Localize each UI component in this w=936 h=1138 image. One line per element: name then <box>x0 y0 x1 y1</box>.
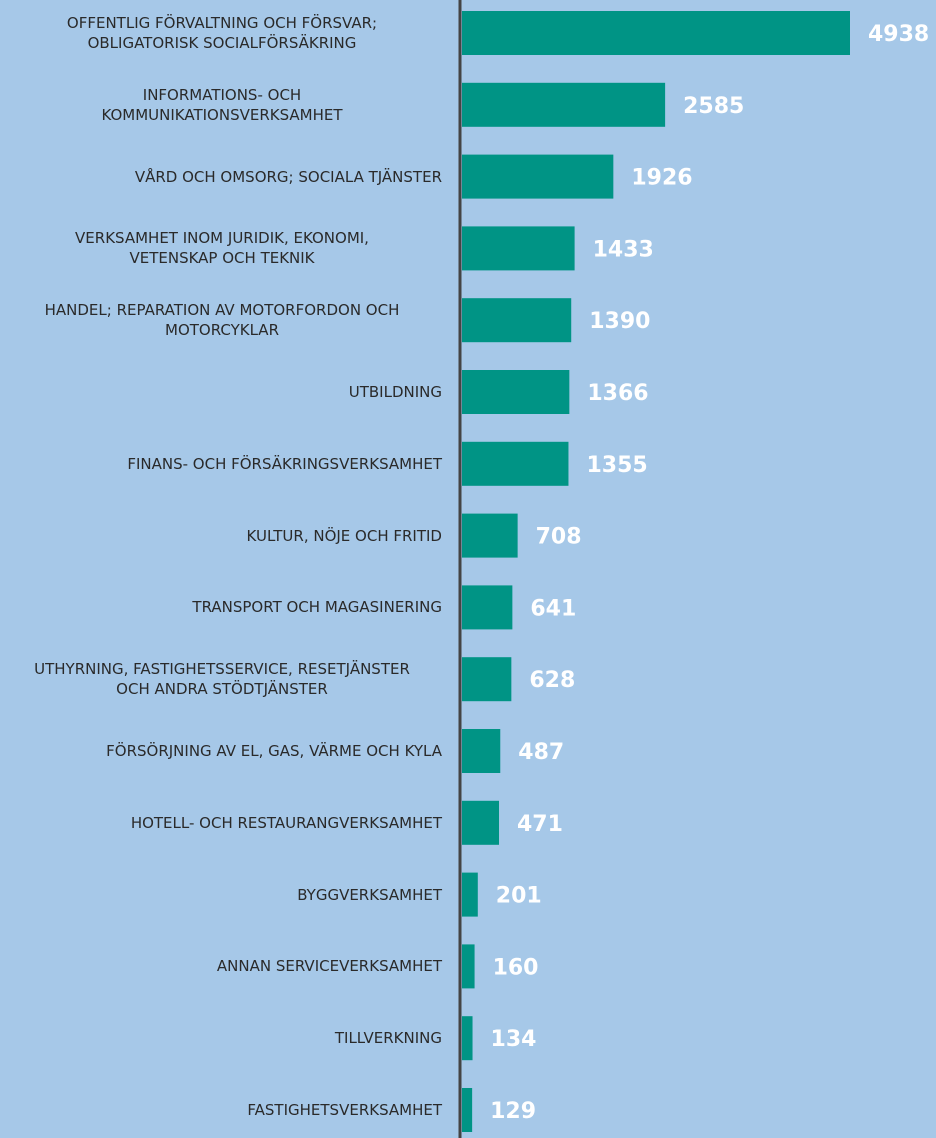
value-label: 1366 <box>587 381 648 406</box>
value-label: 628 <box>529 668 575 693</box>
category-label: FÖRSÖRJNING AV EL, GAS, VÄRME OCH KYLA <box>106 742 442 760</box>
category-label: VÅRD OCH OMSORG; SOCIALA TJÄNSTER <box>134 167 442 186</box>
bar <box>462 944 475 989</box>
value-label: 471 <box>517 812 563 837</box>
value-label: 1390 <box>589 309 650 334</box>
value-label: 1433 <box>593 237 654 262</box>
bar <box>462 872 478 917</box>
category-label: BYGGVERKSAMHET <box>297 885 442 904</box>
bar <box>462 11 850 55</box>
category-label: UTHYRNING, FASTIGHETSSERVICE, RESETJÄNST… <box>34 660 410 699</box>
bar <box>462 585 513 630</box>
value-label: 2585 <box>683 94 744 119</box>
category-label: HANDEL; REPARATION AV MOTORFORDON OCH MO… <box>44 301 400 340</box>
value-label: 708 <box>536 525 582 550</box>
bar <box>462 1016 473 1061</box>
bar <box>462 657 512 702</box>
bar <box>462 1088 473 1132</box>
category-label: OFFENTLIG FÖRVALTNING OCH FÖRSVAR; OBLIG… <box>66 14 378 52</box>
value-label: 160 <box>493 955 539 980</box>
bar <box>462 800 500 845</box>
value-label: 4938 <box>868 22 929 47</box>
value-label: 134 <box>491 1027 537 1052</box>
category-label: UTBILDNING <box>348 383 442 401</box>
category-label: TRANSPORT OCH MAGASINERING <box>192 598 442 617</box>
value-label: 1355 <box>586 453 647 478</box>
bar <box>462 441 569 486</box>
category-label: HOTELL- OCH RESTAURANGVERKSAMHET <box>130 813 442 832</box>
category-label: TILLVERKNING <box>334 1029 442 1048</box>
category-label: FINANS- OCH FÖRSÄKRINGSVERKSAMHET <box>127 454 442 473</box>
category-label: VERKSAMHET INOM JURIDIK, EKONOMI, VETENS… <box>75 229 369 268</box>
value-label: 129 <box>490 1099 536 1124</box>
value-label: 487 <box>518 740 564 765</box>
value-label: 641 <box>530 596 576 621</box>
bar <box>462 513 518 558</box>
value-label: 201 <box>496 884 542 909</box>
bar <box>462 82 666 127</box>
value-label: 1926 <box>631 166 692 191</box>
category-label: ANNAN SERVICEVERKSAMHET <box>216 957 442 976</box>
bar <box>462 370 570 414</box>
bar <box>462 729 501 773</box>
bar <box>462 154 614 199</box>
bar <box>462 298 572 343</box>
category-label: KULTUR, NÖJE OCH FRITID <box>246 526 442 545</box>
bar <box>462 226 575 271</box>
category-label: INFORMATIONS- OCH KOMMUNIKATIONSVERKSAMH… <box>101 85 343 124</box>
category-label: FASTIGHETSVERKSAMHET <box>247 1101 442 1119</box>
